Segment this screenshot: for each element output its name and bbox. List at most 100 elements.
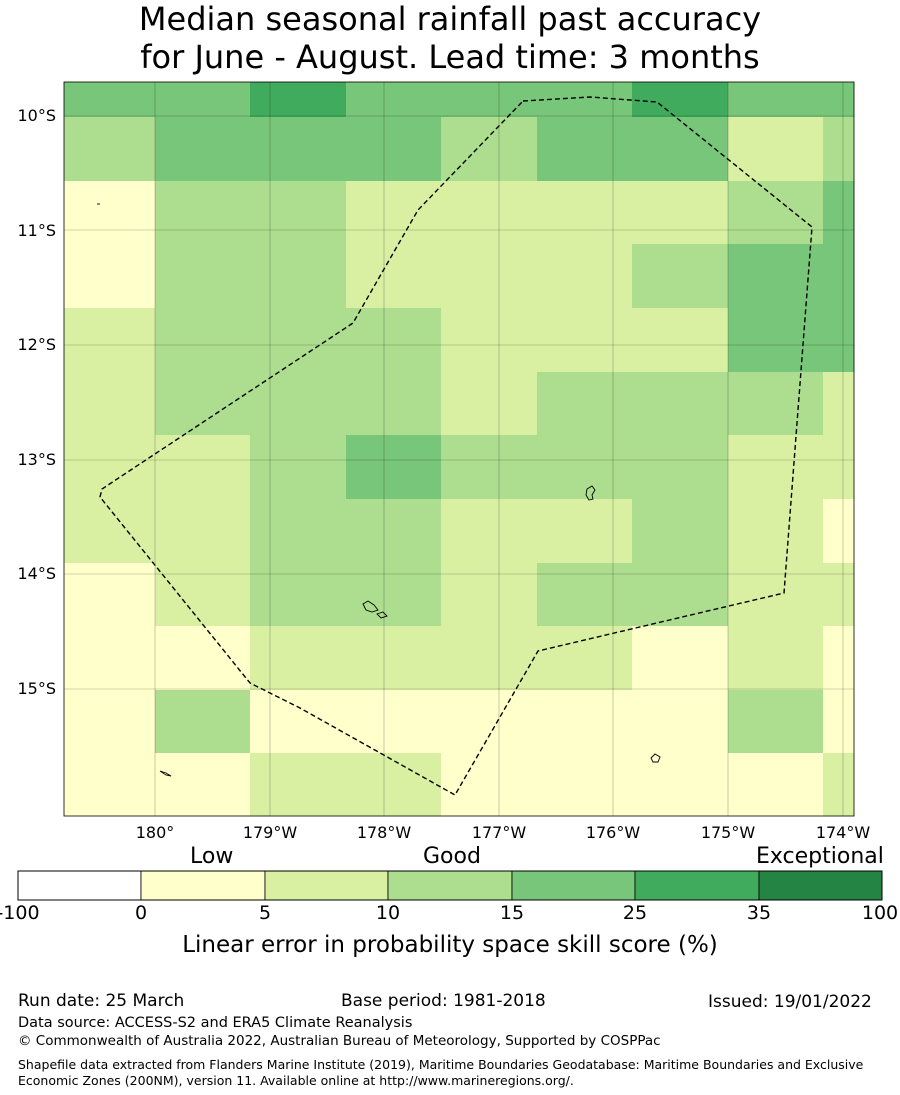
grid-cell: [632, 753, 729, 817]
grid-cell: [728, 82, 824, 118]
grid-cell: [441, 308, 538, 373]
grid-cell: [250, 563, 347, 627]
grid-cell: [823, 244, 855, 309]
map-frame: [63, 81, 855, 817]
grid-cell: [346, 117, 442, 182]
grid-cell: [632, 82, 729, 118]
grid-cell: [250, 117, 347, 182]
grid-cell: [346, 753, 442, 817]
grid-cell: [632, 499, 729, 564]
grid-cell: [728, 308, 824, 373]
colorbar-bin: [264, 870, 389, 901]
legend-exceptional-label: Exceptional: [756, 844, 884, 869]
longitude-labels: 180° 179°W 178°W 177°W 176°W 175°W 174°W: [136, 823, 871, 842]
grid-cell: [441, 753, 538, 817]
legend-low-label: Low: [190, 844, 234, 869]
grid-cell: [155, 563, 251, 627]
grid-cell: [537, 82, 633, 118]
grid-cell: [632, 690, 729, 754]
grid-cell: [441, 563, 538, 627]
grid-cell: [823, 308, 855, 373]
grid-cell: [250, 244, 347, 309]
map-title: Median seasonal rainfall past accuracy f…: [0, 0, 900, 76]
lat-label: 14°S: [17, 564, 56, 583]
island-outline: [650, 753, 661, 763]
grid-cell: [155, 244, 251, 309]
grid-cell: [441, 82, 538, 118]
grid-cell: [250, 82, 347, 118]
grid-cell: [64, 690, 156, 754]
grid-cell: [632, 117, 729, 182]
grid-cell: [823, 563, 855, 627]
colorbar-tick: -100: [0, 902, 40, 924]
colorbar-tick: 25: [622, 902, 648, 924]
lon-label: 179°W: [243, 823, 298, 842]
grid-cell: [537, 626, 633, 691]
grid-cell: [728, 626, 824, 691]
issued-date: Issued: 19/01/2022: [708, 992, 872, 1012]
grid-cell: [155, 372, 251, 436]
grid-cell: [346, 499, 442, 564]
grid-cell: [64, 308, 156, 373]
grid-cell: [441, 499, 538, 564]
shapefile-credit: Shapefile data extracted from Flanders M…: [18, 1057, 864, 1088]
grid-cell: [155, 82, 251, 118]
grid-cell: [728, 244, 824, 309]
grid-cell: [250, 372, 347, 436]
grid-cell: [346, 82, 442, 118]
grid-cell: [346, 690, 442, 754]
grid-cell: [441, 244, 538, 309]
grid-cell: [728, 753, 824, 817]
grid-cell: [346, 435, 442, 500]
grid-cell: [441, 181, 538, 245]
grid-cell: [155, 181, 251, 245]
grid-cell: [155, 117, 251, 182]
grid-cell: [537, 499, 633, 564]
grid-cell: [155, 435, 251, 500]
grid-cell: [64, 244, 156, 309]
grid-cell: [823, 372, 855, 436]
islands: [97, 203, 661, 777]
colorbar-tick: 5: [258, 902, 272, 924]
colorbar-tick: 10: [375, 902, 401, 924]
data-source: Data source: ACCESS-S2 and ERA5 Climate …: [18, 1015, 413, 1031]
island-outline: [159, 770, 172, 777]
grid-cell: [537, 563, 633, 627]
grid-cell: [632, 563, 729, 627]
grid-cell: [823, 435, 855, 500]
colorbar-bin: [17, 870, 142, 901]
base-period: Base period: 1981-2018: [341, 991, 546, 1011]
lon-label: 175°W: [701, 823, 756, 842]
grid-cell: [537, 308, 633, 373]
colorbar-bin: [140, 870, 266, 901]
grid-cell: [823, 82, 855, 118]
grid-cell: [155, 753, 251, 817]
grid-cell: [346, 626, 442, 691]
colorbar-bin: [758, 870, 883, 901]
grid-cell: [155, 499, 251, 564]
grid-cell: [441, 626, 538, 691]
grid-cell: [632, 181, 729, 245]
grid-cell: [823, 626, 855, 691]
island-outline: [362, 600, 388, 619]
grid-cell: [728, 499, 824, 564]
grid-cell: [632, 435, 729, 500]
colorbar-tick: 15: [499, 902, 525, 924]
grid-cell: [441, 372, 538, 436]
lat-label: 12°S: [17, 335, 56, 354]
latitude-labels: 10°S 11°S 12°S 13°S 14°S 15°S: [17, 106, 56, 698]
colorbar: [17, 870, 883, 901]
grid-cell: [64, 435, 156, 500]
lat-label: 13°S: [17, 450, 56, 469]
lat-label: 15°S: [17, 679, 56, 698]
colorbar-tick: 35: [746, 902, 772, 924]
grid-cell: [155, 690, 251, 754]
grid-cell: [64, 117, 156, 182]
grid-cell: [728, 690, 824, 754]
grid-cell: [64, 753, 156, 817]
grid-cell: [155, 626, 251, 691]
grid-cell: [346, 181, 442, 245]
colorbar-bin: [387, 870, 513, 901]
lon-label: 180°: [136, 823, 175, 842]
grid-cell: [250, 753, 347, 817]
